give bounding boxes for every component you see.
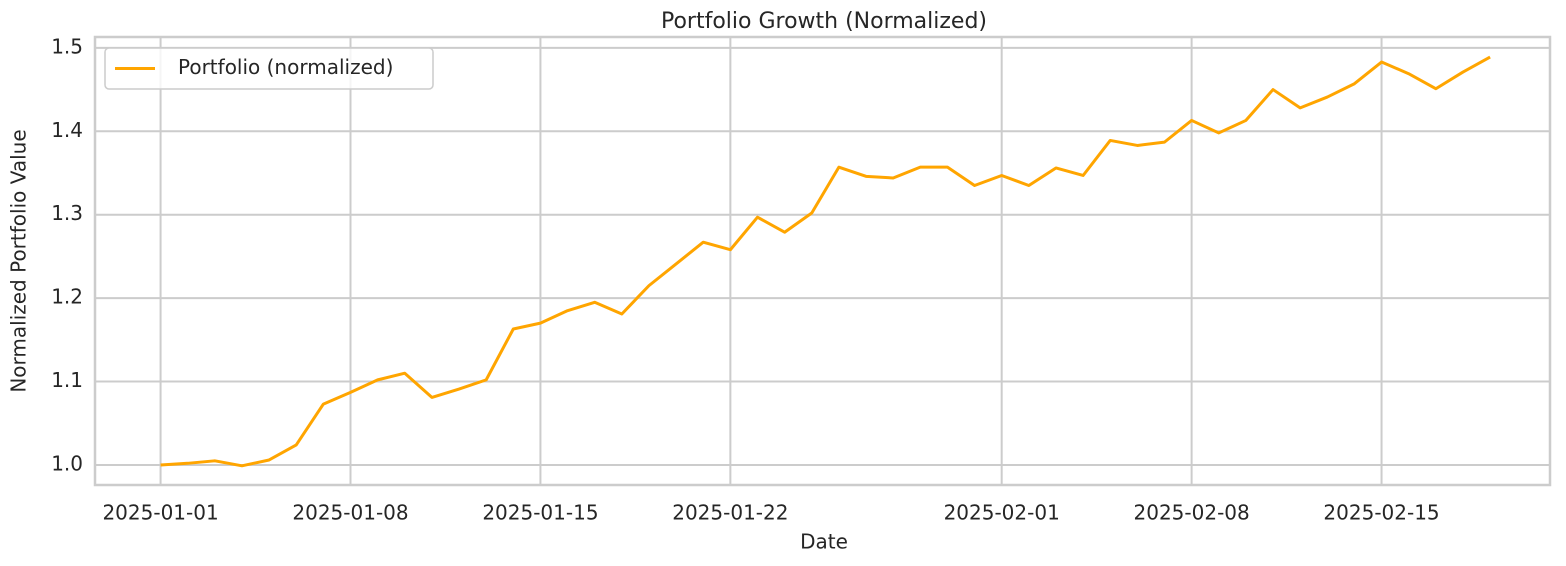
x-axis-label: Date — [800, 530, 848, 554]
x-tick-label: 2025-01-01 — [102, 501, 218, 525]
x-tick-label: 2025-02-15 — [1323, 501, 1439, 525]
y-tick-label: 1.4 — [51, 118, 83, 142]
x-tick-label: 2025-01-08 — [292, 501, 408, 525]
legend-label: Portfolio (normalized) — [178, 55, 393, 79]
x-tick-label: 2025-01-15 — [482, 501, 598, 525]
y-tick-label: 1.0 — [51, 451, 83, 475]
y-tick-label: 1.3 — [51, 201, 83, 225]
y-tick-label: 1.1 — [51, 368, 83, 392]
y-axis-label: Normalized Portfolio Value — [7, 129, 31, 392]
legend-box — [104, 47, 434, 90]
x-tick-label: 2025-02-01 — [944, 501, 1060, 525]
data-line — [160, 55, 1491, 468]
plot-frame — [93, 35, 1552, 487]
x-tick-label: 2025-02-08 — [1134, 501, 1250, 525]
y-tick-label: 1.5 — [51, 34, 83, 58]
x-tick-label: 2025-01-22 — [672, 501, 788, 525]
chart-title: Portfolio Growth (Normalized) — [661, 9, 987, 34]
y-tick-label: 1.2 — [51, 285, 83, 309]
